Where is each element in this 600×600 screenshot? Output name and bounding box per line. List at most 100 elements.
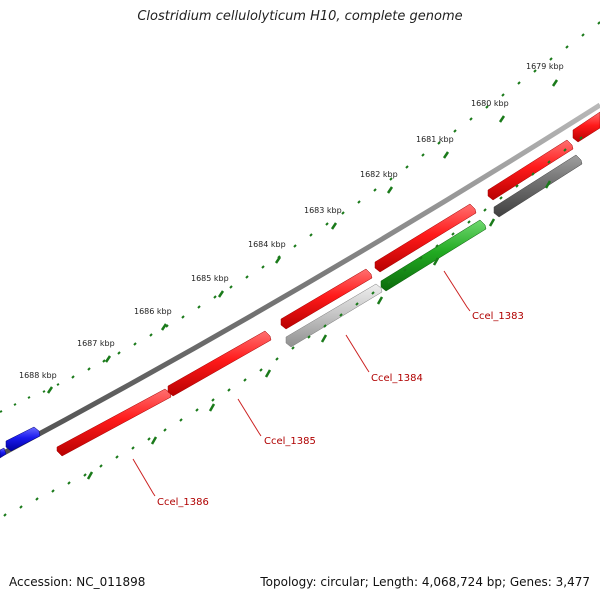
gene-dark-1382-region[interactable] bbox=[493, 154, 583, 218]
minor-tick bbox=[501, 93, 505, 97]
major-tick bbox=[330, 222, 338, 230]
minor-tick bbox=[419, 256, 423, 260]
major-tick bbox=[432, 257, 440, 266]
gene-ccel-1386[interactable] bbox=[56, 388, 172, 457]
gene-reverse-blue-a[interactable] bbox=[5, 426, 41, 452]
minor-tick bbox=[227, 388, 231, 392]
major-tick bbox=[498, 115, 506, 123]
minor-tick bbox=[51, 489, 55, 493]
minor-tick bbox=[467, 220, 471, 224]
gene-label-ccel-1384[interactable]: Ccel_1384 bbox=[371, 373, 423, 384]
minor-tick bbox=[3, 513, 7, 517]
minor-tick bbox=[163, 428, 167, 432]
leader-ccel-1386 bbox=[132, 458, 156, 497]
gene-label-ccel-1383[interactable]: Ccel_1383 bbox=[472, 311, 524, 322]
outer-tick-track bbox=[0, 21, 600, 413]
major-tick bbox=[442, 151, 450, 159]
major-tick bbox=[544, 180, 552, 189]
tick-labels: 1679 kbp 1680 kbp 1681 kbp 1682 kbp 1683… bbox=[19, 62, 564, 380]
genome-summary-text: Topology: circular; Length: 4,068,724 bp… bbox=[260, 575, 590, 589]
minor-tick bbox=[517, 81, 521, 85]
minor-tick bbox=[533, 69, 537, 73]
minor-tick bbox=[531, 172, 535, 176]
gene-forward-1382-region[interactable] bbox=[487, 139, 574, 201]
tick-label: 1685 kbp bbox=[191, 274, 229, 283]
minor-tick bbox=[195, 408, 199, 412]
minor-tick bbox=[102, 359, 106, 363]
gene-forward-1383-region[interactable] bbox=[374, 203, 477, 273]
minor-tick bbox=[515, 184, 519, 188]
minor-tick bbox=[355, 302, 359, 306]
minor-tick bbox=[35, 497, 39, 501]
major-tick bbox=[150, 436, 158, 445]
minor-tick bbox=[13, 403, 17, 406]
minor-tick bbox=[261, 265, 265, 269]
gene-ccel-1385[interactable] bbox=[167, 330, 272, 397]
major-tick bbox=[488, 218, 496, 227]
gene-reverse-blue-b[interactable] bbox=[0, 447, 7, 459]
minor-tick bbox=[403, 268, 407, 272]
minor-tick bbox=[435, 244, 439, 248]
tick-label: 1686 kbp bbox=[134, 307, 172, 316]
minor-tick bbox=[259, 368, 263, 372]
leader-ccel-1383 bbox=[443, 270, 471, 312]
minor-tick bbox=[149, 333, 153, 337]
minor-tick bbox=[453, 129, 457, 133]
leader-ccel-1384 bbox=[345, 334, 370, 373]
gene-ccel-1384[interactable] bbox=[285, 283, 383, 348]
minor-tick bbox=[389, 177, 393, 181]
gene-label-ccel-1385[interactable]: Ccel_1385 bbox=[264, 436, 316, 447]
minor-tick bbox=[357, 200, 361, 204]
minor-tick bbox=[229, 285, 233, 289]
minor-tick bbox=[371, 291, 375, 295]
leader-ccel-1385 bbox=[237, 398, 262, 437]
minor-tick bbox=[71, 375, 75, 379]
inner-strand-track bbox=[285, 154, 583, 348]
minor-tick bbox=[0, 410, 3, 413]
map-title: Clostridium cellulolyticum H10, complete… bbox=[137, 9, 463, 24]
gene-forward-1381-region[interactable] bbox=[572, 111, 600, 143]
minor-tick bbox=[87, 367, 91, 371]
major-tick bbox=[46, 386, 54, 394]
minor-tick bbox=[213, 295, 217, 299]
minor-tick bbox=[307, 335, 311, 339]
minor-tick bbox=[325, 222, 329, 226]
gene-label-ccel-1386[interactable]: Ccel_1386 bbox=[157, 497, 209, 508]
major-tick bbox=[86, 471, 94, 480]
minor-tick bbox=[565, 45, 569, 49]
minor-tick bbox=[67, 481, 71, 485]
tick-label: 1688 kbp bbox=[19, 371, 57, 380]
major-tick bbox=[551, 79, 559, 87]
minor-tick bbox=[469, 117, 473, 121]
label-leaders bbox=[132, 270, 471, 497]
minor-tick bbox=[165, 324, 169, 328]
minor-tick bbox=[179, 418, 183, 422]
tick-label: 1682 kbp bbox=[360, 170, 398, 179]
minor-tick bbox=[421, 153, 425, 157]
minor-tick bbox=[547, 160, 551, 164]
minor-tick bbox=[133, 342, 137, 346]
minor-tick bbox=[245, 275, 249, 279]
minor-tick bbox=[485, 105, 489, 109]
minor-tick bbox=[293, 244, 297, 248]
minor-tick bbox=[373, 188, 377, 192]
minor-tick bbox=[291, 346, 295, 350]
minor-tick bbox=[197, 305, 201, 309]
tick-label: 1680 kbp bbox=[471, 99, 509, 108]
minor-tick bbox=[117, 351, 121, 355]
minor-tick bbox=[19, 505, 23, 509]
minor-tick bbox=[99, 464, 103, 468]
major-tick bbox=[217, 290, 225, 298]
gene-labels: Ccel_1383 Ccel_1384 Ccel_1385 Ccel_1386 bbox=[157, 311, 524, 508]
genome-backbone bbox=[0, 102, 600, 458]
minor-tick bbox=[115, 455, 119, 459]
tick-label: 1687 kbp bbox=[77, 339, 115, 348]
gene-ccel-1383[interactable] bbox=[380, 219, 487, 292]
minor-tick bbox=[131, 446, 135, 450]
minor-tick bbox=[323, 324, 327, 328]
gene-forward-1384-region[interactable] bbox=[280, 268, 373, 330]
outer-major-ticks bbox=[46, 79, 559, 394]
minor-tick bbox=[483, 208, 487, 212]
major-tick bbox=[104, 355, 112, 363]
